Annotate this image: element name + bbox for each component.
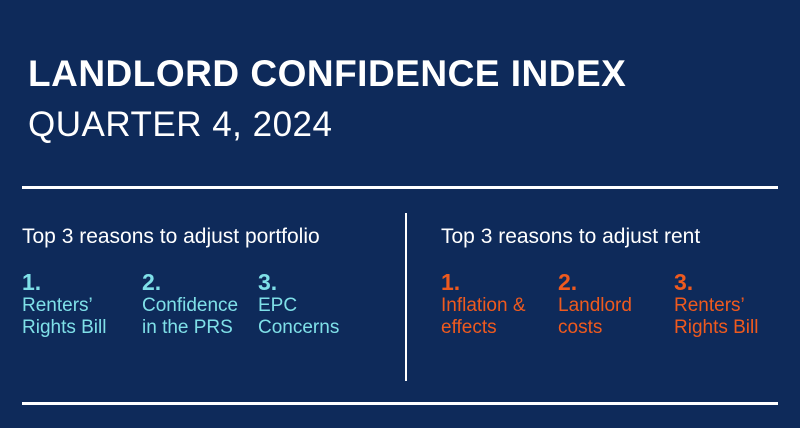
rent-reason-1-number: 1. [441, 269, 461, 295]
portfolio-reason-1-text: Renters’ Rights Bill [22, 295, 107, 338]
portfolio-reason-3-text: EPC Concerns [258, 295, 340, 338]
portfolio-reason-1: 1. Renters’ Rights Bill [22, 270, 142, 339]
portfolio-reason-2: 2. Confidence in the PRS [142, 270, 262, 339]
portfolio-section-heading: Top 3 reasons to adjust portfolio [22, 225, 320, 248]
rent-reason-2-text: Landlord costs [558, 295, 632, 338]
rent-reason-3-number: 3. [674, 269, 694, 295]
portfolio-reason-3: 3. EPC Concerns [258, 270, 378, 339]
portfolio-reason-2-number: 2. [142, 269, 162, 295]
rent-reason-1: 1. Inflation & effects [441, 270, 561, 339]
bottom-divider [22, 402, 778, 405]
infographic-subtitle: QUARTER 4, 2024 [28, 105, 333, 144]
rent-reason-2-number: 2. [558, 269, 578, 295]
top-divider [22, 186, 778, 189]
section-divider [405, 213, 407, 381]
portfolio-reason-2-text: Confidence in the PRS [142, 295, 239, 338]
portfolio-reason-3-number: 3. [258, 269, 278, 295]
rent-reason-1-text: Inflation & effects [441, 295, 526, 338]
rent-reason-3-text: Renters’ Rights Bill [674, 295, 759, 338]
rent-section-heading: Top 3 reasons to adjust rent [441, 225, 701, 248]
rent-reason-3: 3. Renters’ Rights Bill [674, 270, 794, 339]
infographic-title: LANDLORD CONFIDENCE INDEX [28, 53, 627, 94]
portfolio-reason-1-number: 1. [22, 269, 42, 295]
rent-reason-2: 2. Landlord costs [558, 270, 678, 339]
